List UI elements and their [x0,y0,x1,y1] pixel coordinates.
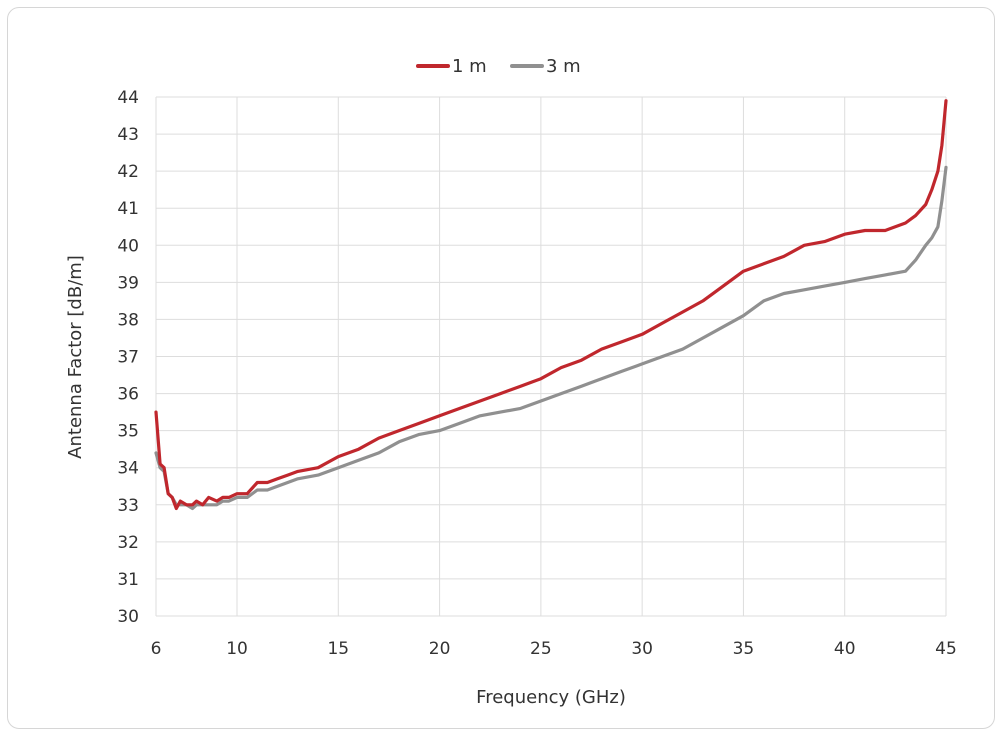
x-tick-label: 40 [834,639,856,659]
y-axis-title: Antenna Factor [dB/m] [65,255,86,459]
y-tick-label: 42 [117,162,139,182]
y-tick-label: 33 [117,496,139,516]
x-tick-label: 30 [631,639,653,659]
x-tick-label: 15 [327,639,349,659]
x-tick-label: 35 [733,639,755,659]
x-axis-ticks: 6 10 15 20 25 30 35 40 45 [151,639,957,659]
x-axis-title: Frequency (GHz) [476,687,626,708]
y-tick-label: 38 [117,310,139,330]
series-line-1-m [154,99,948,511]
x-tick-label: 45 [935,639,957,659]
chart-card [7,7,995,729]
series-lines [154,99,948,511]
x-tick-label: 20 [429,639,451,659]
y-tick-label: 43 [117,125,139,145]
x-tick-label: 25 [530,639,552,659]
y-tick-label: 34 [117,459,139,479]
y-tick-label: 39 [117,273,139,293]
y-tick-label: 37 [117,348,139,368]
y-tick-label: 40 [117,236,139,256]
x-tick-label: 10 [226,639,248,659]
legend-label: 3 m [546,56,581,77]
x-tick-label: 6 [151,639,162,659]
y-tick-label: 44 [117,88,139,108]
y-tick-label: 36 [117,385,139,405]
y-tick-label: 30 [117,607,139,627]
legend-label: 1 m [452,56,487,77]
legend: 1 m 3 m [416,56,581,77]
y-tick-label: 35 [117,422,139,442]
y-tick-label: 31 [117,570,139,590]
y-tick-label: 32 [117,533,139,553]
series-line-3-m [154,165,948,511]
grid [155,96,947,617]
y-axis-ticks: 30 31 32 33 34 35 36 37 38 39 40 41 42 43 44 [117,88,139,627]
y-tick-label: 41 [117,199,139,219]
